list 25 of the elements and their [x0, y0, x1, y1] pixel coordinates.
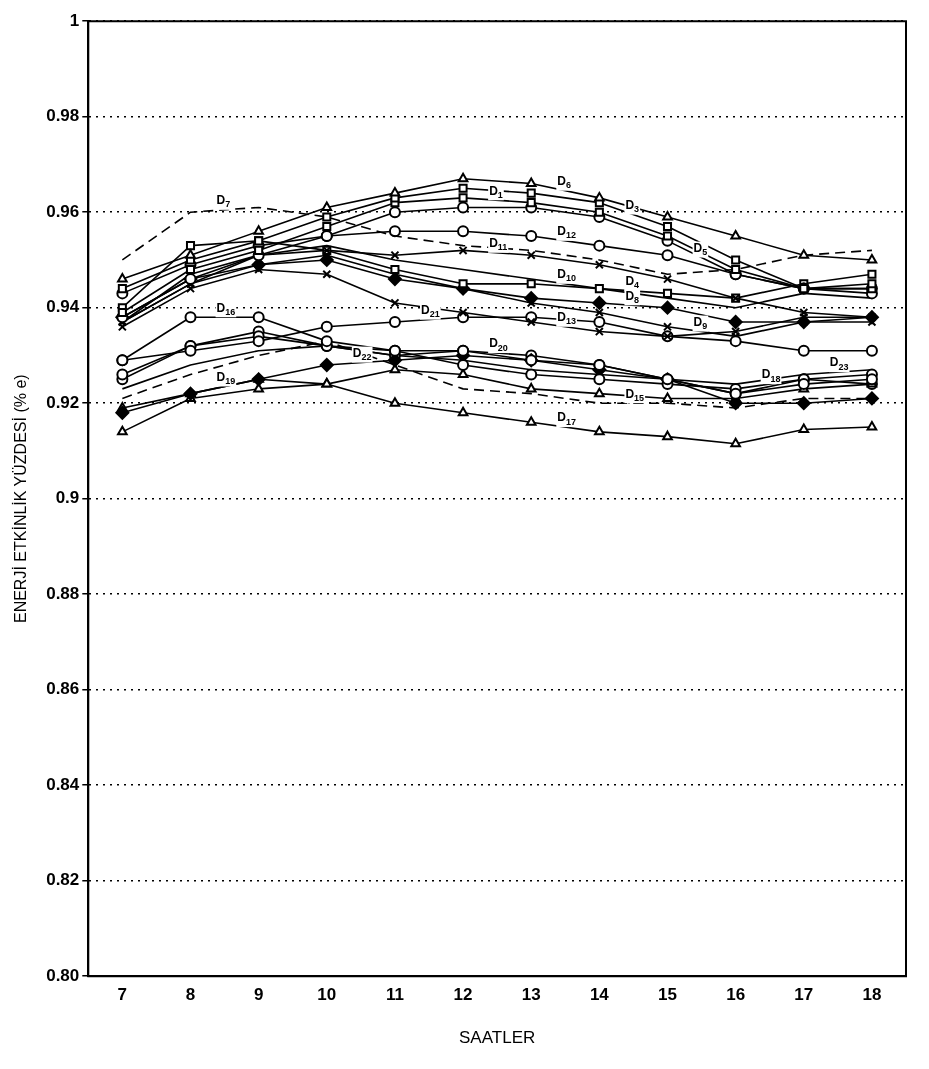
y-tick-label: 0.98 [46, 106, 80, 126]
x-tick-label: 18 [862, 985, 882, 1005]
x-tick-label: 11 [385, 985, 404, 1005]
x-tick-label: 7 [117, 985, 128, 1005]
y-tick-label: 1 [69, 10, 80, 30]
y-axis-title: ENERJİ ETKİNLİK YÜZDESİ (% e) [11, 374, 30, 624]
x-tick-label: 9 [253, 985, 264, 1005]
x-tick-label: 17 [794, 985, 814, 1005]
y-tick-label: 0.88 [46, 583, 80, 603]
y-tick-label: 0.92 [46, 392, 80, 412]
x-tick-label: 10 [317, 985, 337, 1005]
x-tick-label: 12 [453, 985, 473, 1005]
y-tick-label: 0.9 [55, 488, 80, 508]
x-tick-label: 15 [658, 985, 677, 1005]
y-tick-label: 0.86 [46, 679, 80, 699]
x-axis-title: SAATLER [459, 1028, 536, 1048]
y-tick-label: 0.80 [46, 965, 80, 985]
x-tick-label: 14 [589, 985, 610, 1005]
x-tick-label: 8 [185, 985, 196, 1005]
x-tick-label: 16 [726, 985, 746, 1005]
y-tick-label: 0.84 [46, 774, 80, 794]
y-tick-label: 0.82 [46, 870, 80, 890]
y-tick-label: 0.96 [46, 201, 80, 221]
x-tick-label: 13 [521, 985, 541, 1005]
y-tick-label: 0.94 [46, 297, 80, 317]
